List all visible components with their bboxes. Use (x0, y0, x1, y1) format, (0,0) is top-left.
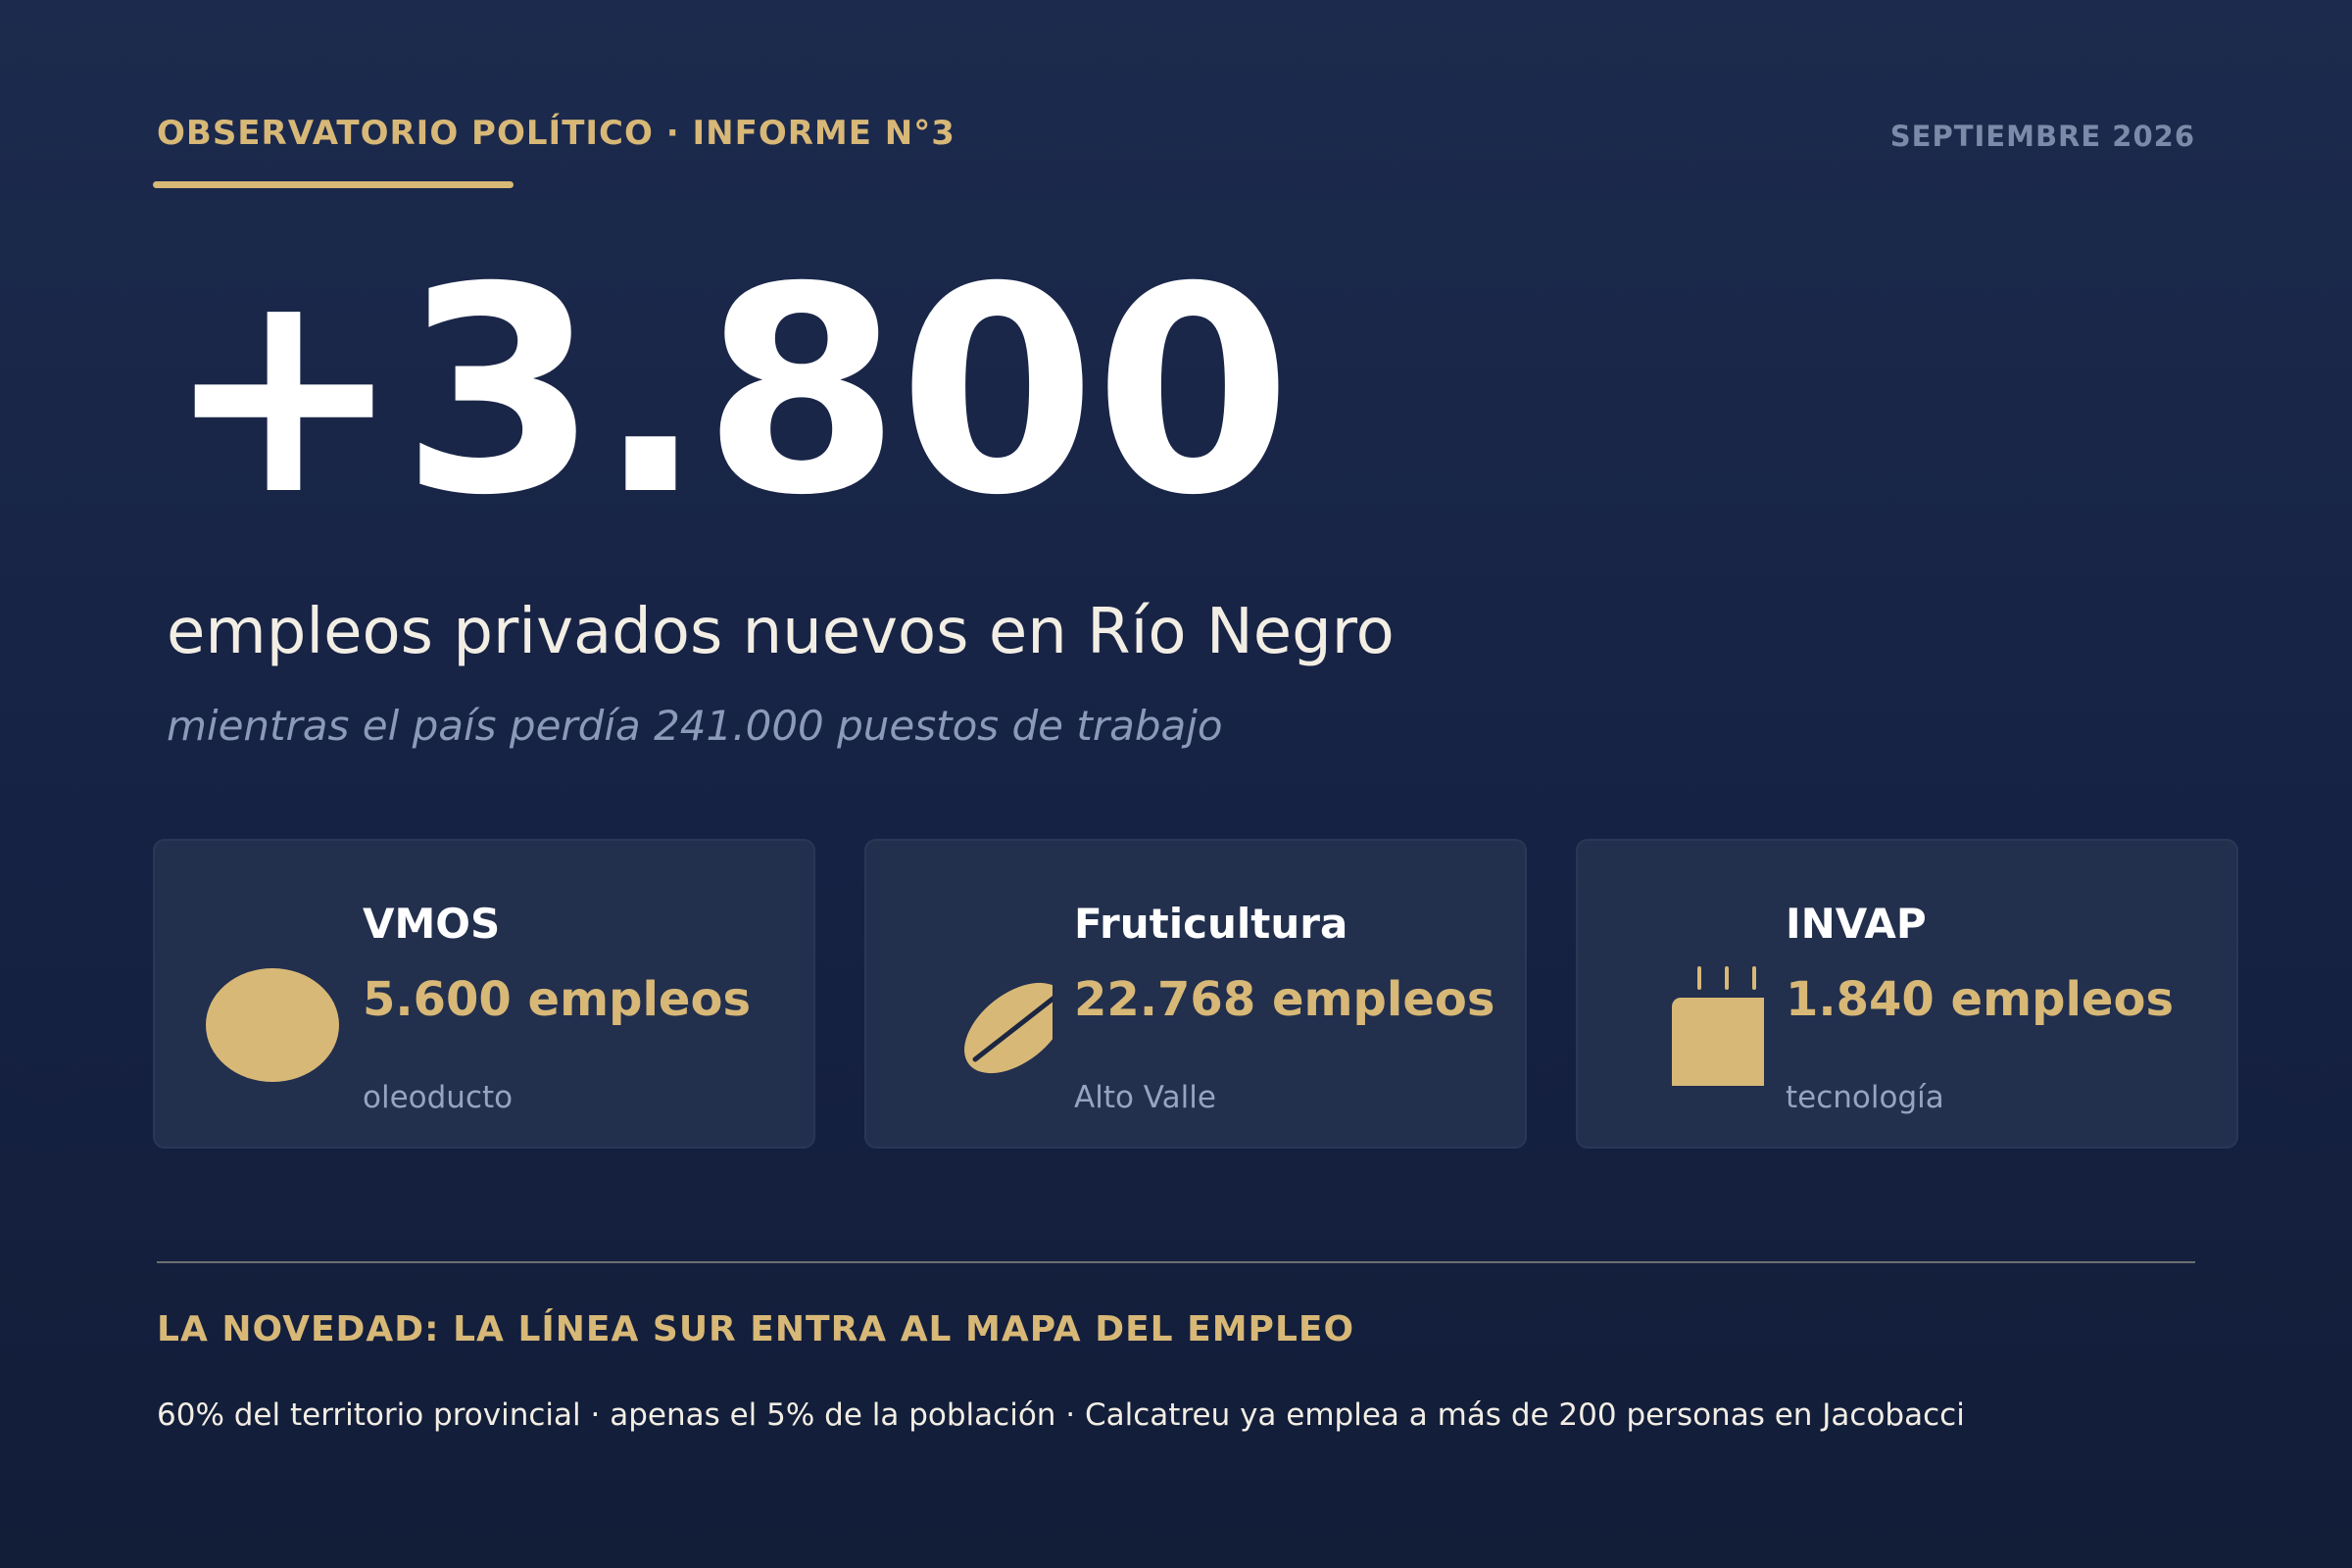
report-kicker: OBSERVATORIO POLÍTICO · INFORME N°3 (157, 114, 956, 153)
card-title: INVAP (1786, 900, 1927, 948)
card-subtitle: tecnología (1786, 1080, 1944, 1115)
card-title: Fruticultura (1074, 900, 1348, 948)
fruit-leaf-icon (906, 900, 1066, 1086)
hero-number: +3.800 (165, 227, 1292, 558)
card-value: 1.840 empleos (1786, 972, 2175, 1027)
microchip-icon (1617, 900, 1782, 1141)
card-fruticultura: Fruticultura 22.768 empleos Alto Valle (864, 839, 1527, 1149)
card-value: 22.768 empleos (1074, 972, 1495, 1027)
novedad-title: LA NOVEDAD: LA LÍNEA SUR ENTRA AL MAPA D… (157, 1309, 1355, 1349)
hero-headline: empleos privados nuevos en Río Negro (167, 596, 1395, 668)
novedad-text: 60% del territorio provincial · apenas e… (157, 1397, 1965, 1433)
section-divider (157, 1261, 2195, 1263)
oil-drop-icon (194, 900, 341, 1086)
card-invap: INVAP 1.840 empleos tecnología (1576, 839, 2238, 1149)
report-date: SEPTIEMBRE 2026 (1889, 120, 2195, 153)
card-subtitle: oleoducto (363, 1080, 514, 1115)
hero-subline: mientras el país perdía 241.000 puestos … (167, 702, 1223, 750)
card-value: 5.600 empleos (363, 972, 752, 1027)
kicker-underline (153, 181, 514, 188)
card-subtitle: Alto Valle (1074, 1080, 1216, 1115)
card-vmos: VMOS 5.600 empleos oleoducto (153, 839, 815, 1149)
card-title: VMOS (363, 900, 501, 948)
